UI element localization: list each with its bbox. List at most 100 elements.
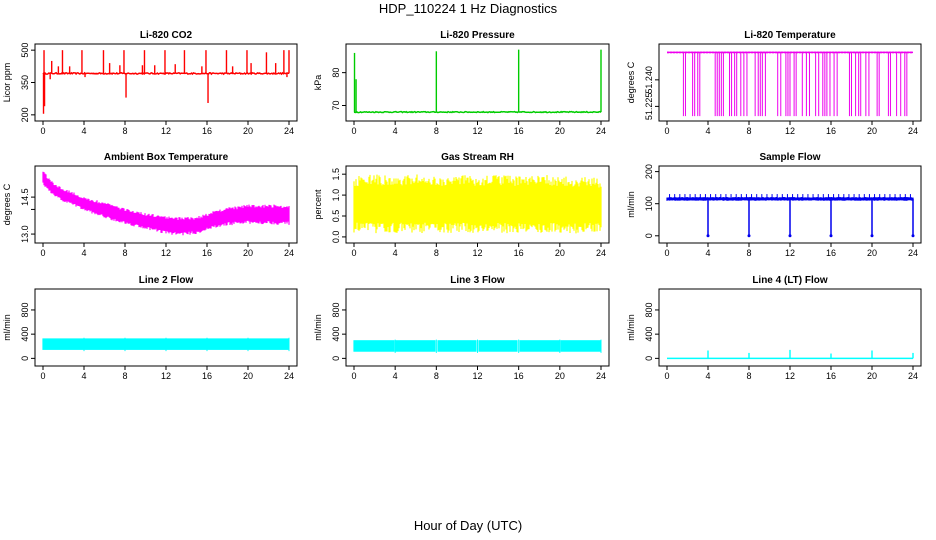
x-outer-label: Hour of Day (UTC) xyxy=(413,518,523,533)
y-tick-label: 0.5 xyxy=(331,210,341,223)
x-tick-label: 8 xyxy=(122,371,127,381)
x-tick-label: 16 xyxy=(514,126,524,136)
x-tick-label: 24 xyxy=(908,248,918,258)
panel-3: Li-820 Temperature degrees C 0 4 8 12 16 20 24 51… xyxy=(626,30,922,136)
x-tick-label: 12 xyxy=(785,126,795,136)
x-tick-label: 12 xyxy=(161,371,171,381)
data-layer xyxy=(42,50,290,114)
x-tick-label: 12 xyxy=(472,371,482,381)
series-line xyxy=(353,110,602,114)
data-layer xyxy=(42,171,290,236)
panel-title: Line 4 (LT) Flow xyxy=(752,275,828,286)
y-tick-label: 0 xyxy=(331,356,341,361)
x-tick-label: 20 xyxy=(867,248,877,258)
x-tick-label: 12 xyxy=(472,126,482,136)
x-tick-label: 16 xyxy=(826,126,836,136)
x-tick-label: 24 xyxy=(284,371,294,381)
x-tick-label: 24 xyxy=(596,248,606,258)
x-tick-label: 8 xyxy=(434,371,439,381)
panel-2: Li-820 Pressure kPa 0 4 8 12 16 20 24 70 80 xyxy=(313,30,610,136)
y-axis-label: ml/min xyxy=(626,314,636,341)
y-tick-label: 14.5 xyxy=(20,188,30,206)
x-tick-label: 0 xyxy=(351,126,356,136)
y-axis-label: ml/min xyxy=(626,191,636,218)
panel-title: Ambient Box Temperature xyxy=(104,152,229,163)
y-tick-label: 100 xyxy=(644,196,654,211)
y-tick-label: 70 xyxy=(331,100,341,110)
y-tick-label: 800 xyxy=(644,302,654,317)
y-tick-label: 200 xyxy=(20,107,30,122)
x-tick-label: 4 xyxy=(705,248,710,258)
main-title: HDP_110224 1 Hz Diagnostics xyxy=(378,1,558,16)
y-tick-label: 80 xyxy=(331,68,341,78)
series-line xyxy=(42,71,289,76)
y-tick-label: 800 xyxy=(20,302,30,317)
x-tick-label: 4 xyxy=(705,126,710,136)
panel-7: Line 2 Flow ml/min 0 4 8 12 16 20 24 0 400 800 xyxy=(2,275,298,381)
x-tick-label: 12 xyxy=(785,248,795,258)
x-tick-label: 16 xyxy=(202,371,212,381)
x-tick-label: 20 xyxy=(555,371,565,381)
x-tick-label: 4 xyxy=(81,126,86,136)
x-tick-label: 16 xyxy=(202,248,212,258)
data-layer xyxy=(42,337,290,352)
x-tick-label: 20 xyxy=(555,126,565,136)
x-tick-label: 24 xyxy=(284,126,294,136)
x-tick-label: 0 xyxy=(351,248,356,258)
x-tick-label: 8 xyxy=(122,248,127,258)
x-tick-label: 8 xyxy=(746,126,751,136)
x-tick-label: 4 xyxy=(393,248,398,258)
panel-title: Line 2 Flow xyxy=(139,275,194,286)
plot-frame xyxy=(345,43,610,122)
x-tick-label: 12 xyxy=(161,126,171,136)
y-tick-label: 0 xyxy=(644,233,654,238)
data-layer xyxy=(667,51,913,117)
y-tick-label: 400 xyxy=(20,327,30,342)
x-tick-label: 20 xyxy=(243,371,253,381)
x-tick-label: 16 xyxy=(202,126,212,136)
x-tick-label: 0 xyxy=(664,248,669,258)
x-tick-label: 20 xyxy=(243,126,253,136)
plot-frame xyxy=(34,43,298,122)
flow-drop-point xyxy=(911,234,915,238)
x-tick-label: 24 xyxy=(596,371,606,381)
y-axis-label: percent xyxy=(313,189,323,220)
panel-1: Li-820 CO2 Licor ppm 0 4 8 12 16 20 24 200 350 500 xyxy=(2,30,298,136)
panel-title: Sample Flow xyxy=(759,152,820,163)
y-tick-label: 0 xyxy=(644,356,654,361)
panel-title: Line 3 Flow xyxy=(450,275,505,286)
x-tick-label: 16 xyxy=(514,371,524,381)
x-tick-label: 4 xyxy=(81,371,86,381)
plot-frame xyxy=(345,288,610,367)
y-tick-label: 800 xyxy=(331,302,341,317)
x-tick-label: 0 xyxy=(40,126,45,136)
y-tick-label: 200 xyxy=(644,164,654,179)
flow-drop-point xyxy=(870,234,874,238)
y-tick-label: 500 xyxy=(20,43,30,58)
x-tick-label: 20 xyxy=(555,248,565,258)
y-axis-label: degrees C xyxy=(626,61,636,103)
x-tick-label: 20 xyxy=(867,371,877,381)
y-axis-label: Licor ppm xyxy=(2,63,12,103)
y-tick-label: 1.0 xyxy=(331,189,341,202)
x-tick-label: 8 xyxy=(746,371,751,381)
flow-drop-point xyxy=(747,234,751,238)
x-tick-label: 0 xyxy=(351,371,356,381)
data-layer xyxy=(353,174,602,234)
y-tick-label: 400 xyxy=(644,327,654,342)
panel-title: Li-820 CO2 xyxy=(140,30,193,41)
y-tick-label: 400 xyxy=(331,327,341,342)
x-tick-label: 4 xyxy=(705,371,710,381)
x-tick-label: 0 xyxy=(664,371,669,381)
x-tick-label: 24 xyxy=(908,371,918,381)
y-axis-label: degrees C xyxy=(2,183,12,225)
x-tick-label: 16 xyxy=(826,248,836,258)
panel-title: Gas Stream RH xyxy=(441,152,514,163)
panel-9: Line 4 (LT) Flow ml/min 0 4 8 12 16 20 24 0 400 800 xyxy=(626,275,922,381)
y-axis-label: ml/min xyxy=(2,314,12,341)
flow-drop-point xyxy=(788,234,792,238)
x-tick-label: 16 xyxy=(826,371,836,381)
y-tick-label: 0.0 xyxy=(331,231,341,244)
panel-6: Sample Flow ml/min 0 4 8 12 16 20 24 0 100 200 xyxy=(626,152,922,258)
y-axis-label: kPa xyxy=(313,75,323,91)
